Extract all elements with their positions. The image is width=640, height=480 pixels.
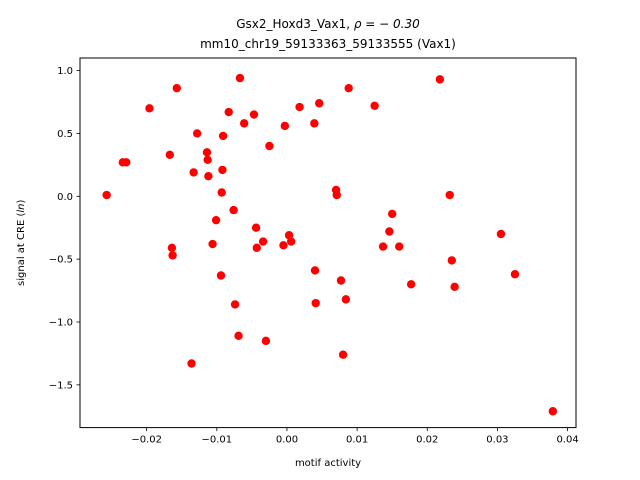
y-tick-label: −1.0 — [49, 318, 73, 329]
data-point-44 — [338, 350, 348, 359]
y-tick-label: −1.5 — [49, 380, 73, 391]
data-point-36 — [295, 102, 304, 112]
x-tick-label: 0.04 — [556, 435, 578, 446]
y-tick-label: 0.5 — [57, 129, 73, 140]
x-tick-label: −0.01 — [201, 435, 232, 446]
data-point-49 — [385, 227, 394, 236]
data-point-12 — [203, 155, 212, 165]
data-point-23 — [234, 331, 243, 341]
chart-title-line2: mm10_chr19_59133363_59133555 (Vax1) — [200, 37, 456, 51]
data-point-29 — [258, 237, 268, 246]
plot-area-frame — [79, 57, 577, 429]
data-point-3 — [145, 104, 154, 113]
x-tick-label: 0.00 — [276, 435, 298, 446]
data-point-59 — [548, 407, 558, 416]
title-correlation: ρ = − 0.30 — [354, 17, 420, 31]
data-point-40 — [315, 99, 324, 108]
data-point-54 — [445, 190, 454, 200]
data-point-20 — [224, 107, 233, 117]
data-point-53 — [435, 75, 445, 84]
data-point-16 — [216, 271, 226, 280]
y-axis-label-prefix: signal at CRE ( — [16, 213, 27, 286]
data-point-27 — [251, 223, 261, 232]
data-point-17 — [217, 188, 226, 197]
x-tick-label: 0.02 — [416, 435, 438, 446]
data-point-31 — [265, 141, 274, 151]
data-point-35 — [286, 237, 296, 246]
data-point-57 — [496, 229, 506, 239]
y-tick-label: 0.0 — [57, 192, 73, 203]
y-axis-ticks: 1.0 0.5 0.0 −0.5 −1.0 −1.5 — [49, 66, 80, 391]
data-point-10 — [192, 129, 202, 138]
data-point-43 — [336, 276, 346, 285]
data-point-37 — [310, 119, 319, 128]
data-point-47 — [370, 101, 379, 110]
data-point-19 — [218, 131, 228, 141]
data-point-28 — [252, 243, 261, 253]
data-point-45 — [341, 295, 351, 304]
data-point-5 — [167, 243, 177, 253]
data-point-11 — [202, 148, 212, 157]
data-point-30 — [261, 336, 271, 346]
data-point-32 — [279, 241, 288, 250]
data-point-26 — [249, 110, 259, 119]
x-tick-label: 0.03 — [486, 435, 508, 446]
data-point-15 — [211, 215, 221, 225]
data-point-51 — [395, 242, 404, 251]
data-point-56 — [450, 282, 459, 291]
data-point-42 — [332, 190, 341, 200]
data-point-48 — [378, 242, 388, 251]
title-prefix: Gsx2_Hoxd3_Vax1, — [236, 17, 354, 31]
data-point-14 — [208, 239, 217, 249]
data-point-9 — [189, 168, 198, 177]
y-axis-label-unit: ln — [16, 204, 27, 213]
data-point-21 — [229, 205, 238, 215]
y-axis-label-suffix: ) — [16, 200, 27, 204]
data-point-58 — [510, 270, 520, 279]
x-tick-label: −0.02 — [131, 435, 162, 446]
chart-title: Gsx2_Hoxd3_Vax1, ρ = − 0.30 mm10_chr19_5… — [200, 17, 456, 51]
y-axis-label: signal at CRE (ln) — [16, 200, 27, 286]
data-point-2 — [122, 158, 131, 167]
data-point-22 — [230, 300, 240, 309]
data-point-50 — [387, 209, 397, 219]
data-points — [102, 73, 558, 416]
data-point-52 — [406, 280, 416, 289]
y-tick-label: 1.0 — [57, 66, 73, 77]
data-point-13 — [204, 171, 213, 181]
y-tick-label: −0.5 — [49, 255, 73, 266]
data-point-4 — [165, 150, 174, 159]
x-axis-ticks: −0.02 −0.01 0.00 0.01 0.02 0.03 0.04 — [131, 427, 579, 446]
data-point-55 — [447, 256, 457, 265]
data-point-7 — [172, 83, 182, 93]
data-point-38 — [310, 266, 320, 275]
data-point-6 — [168, 251, 177, 260]
data-point-18 — [218, 165, 227, 175]
data-point-46 — [344, 83, 353, 93]
data-point-8 — [187, 359, 196, 368]
data-point-39 — [311, 298, 320, 308]
data-point-24 — [235, 73, 245, 83]
data-point-25 — [239, 119, 249, 128]
x-tick-label: 0.01 — [346, 435, 368, 446]
x-axis-label: motif activity — [295, 458, 361, 469]
chart-title-line1: Gsx2_Hoxd3_Vax1, ρ = − 0.30 — [236, 17, 420, 31]
data-point-0 — [102, 190, 111, 200]
data-point-33 — [280, 121, 290, 131]
